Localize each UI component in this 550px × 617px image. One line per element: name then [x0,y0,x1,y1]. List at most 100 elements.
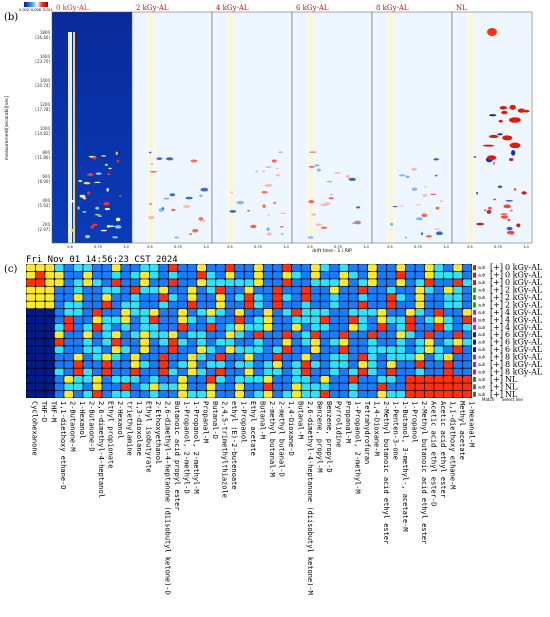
heatmap-cell [206,383,216,391]
legend-toggle[interactable]: [+] [490,308,503,317]
heatmap-cell [453,294,463,301]
spectrum-peak [278,151,283,153]
heatmap-cell [310,264,320,272]
legend-toggle[interactable]: [+] [490,278,503,287]
legend-sample-tag: sub [478,288,486,293]
x-tick: 0.5 [147,245,153,249]
heatmap-cell [149,271,159,279]
heatmap-cell [462,264,472,272]
heatmap-cell [462,361,472,368]
heatmap-cell [26,264,36,272]
heatmap-cell [254,346,263,354]
heatmap-cell [329,338,339,346]
heatmap-cell [377,264,387,272]
compound-label: Butanoic acid propyl ester [173,401,181,511]
legend-s16: NL [505,375,518,384]
heatmap-cell [386,375,396,383]
heatmap-cell [73,271,83,279]
spectrum-peak [399,205,405,207]
legend-toggle[interactable]: [+] [490,338,503,347]
heatmap-cell [111,375,121,383]
heatmap-cell [244,301,254,309]
heatmap-cell [244,294,254,301]
legend-toggle[interactable]: [+] [490,263,503,272]
compound-label: Ethyl acetate [249,401,257,456]
heatmap-cell [102,375,112,383]
heatmap-cell [273,264,282,272]
legend-toggle[interactable]: [+] [490,293,503,302]
legend-toggle[interactable]: [+] [490,345,503,354]
heatmap-cell [102,294,112,301]
rip-band [146,12,156,243]
legend-toggle[interactable]: [+] [490,367,503,376]
legend-s15: 8 kGy-AL [505,367,543,376]
heatmap-cell [358,294,368,301]
heatmap-cell [83,353,93,361]
heatmap-cell [434,368,444,376]
heatmap-cell [197,286,206,294]
legend-toggle[interactable]: [+] [490,382,503,391]
heatmap-cell [168,301,178,309]
heatmap-cell [339,294,349,301]
heatmap-cell [263,338,273,346]
spectrum-peak [171,208,176,212]
heatmap-cell [92,308,102,316]
heatmap-cell [206,286,216,294]
legend-toggle[interactable]: [+] [490,286,503,295]
heatmap-cell [92,294,102,301]
sample-title: 4 kGy-AL [216,4,249,12]
heatmap-cell [187,331,197,339]
heatmap-cell [263,353,273,361]
heatmap-cell [273,279,282,287]
heatmap-cell [187,375,197,383]
heatmap-cell [64,301,74,309]
heatmap-cell [339,331,349,339]
heatmap-cell [453,271,463,279]
sample-title: 6 kGy-AL [296,4,329,12]
compound-label: Benzene, propyl-D [325,401,333,473]
legend-toggle[interactable]: [+] [490,271,503,280]
legend-toggle[interactable]: [+] [490,300,503,309]
heatmap-cell [159,316,169,324]
heatmap-cell [102,368,112,376]
spectrum-peak [503,204,511,209]
heatmap-cell [443,286,453,294]
legend-toggle[interactable]: [+] [490,315,503,324]
legend-color-swatch [473,309,476,315]
heatmap-cell [149,308,159,316]
legend-toggle[interactable]: [+] [490,353,503,362]
heatmap-cell [149,301,159,309]
heatmap-cell [273,316,282,324]
heatmap-cell [187,390,197,398]
select-line-label[interactable]: Select line [502,397,523,402]
spectrum-peak [435,231,443,236]
legend-toggle[interactable]: [+] [490,360,503,369]
heatmap-cell [424,338,434,346]
heatmap-cell [415,338,425,346]
spectrum-peak [77,206,80,210]
compound-label: Butanal-M [296,401,304,439]
heatmap-cell [443,294,453,301]
heatmap-cell [168,294,178,301]
heatmap-cell [329,353,339,361]
spectrum-peak [108,167,112,170]
legend-toggle[interactable]: [+] [490,330,503,339]
heatmap-cell [386,361,396,368]
heatmap-cell [358,331,368,339]
heatmap-cell [244,338,254,346]
rip-band [226,12,236,243]
match-label[interactable]: Match [482,397,495,402]
heatmap-cell [301,338,311,346]
legend-toggle[interactable]: [+] [490,390,503,399]
heatmap-cell [358,361,368,368]
heatmap-cell [348,271,358,279]
heatmap-cell [301,271,311,279]
legend-toggle[interactable]: [+] [490,375,503,384]
heatmap-cell [64,383,74,391]
heatmap-cell [320,346,330,354]
timestamp: Fri Nov 01 14:56:23 CST 2024 [26,255,178,265]
legend-s12: 6 kGy-AL [505,345,543,354]
heatmap-cell [178,308,188,316]
heatmap-cell [121,375,131,383]
legend-toggle[interactable]: [+] [490,323,503,332]
